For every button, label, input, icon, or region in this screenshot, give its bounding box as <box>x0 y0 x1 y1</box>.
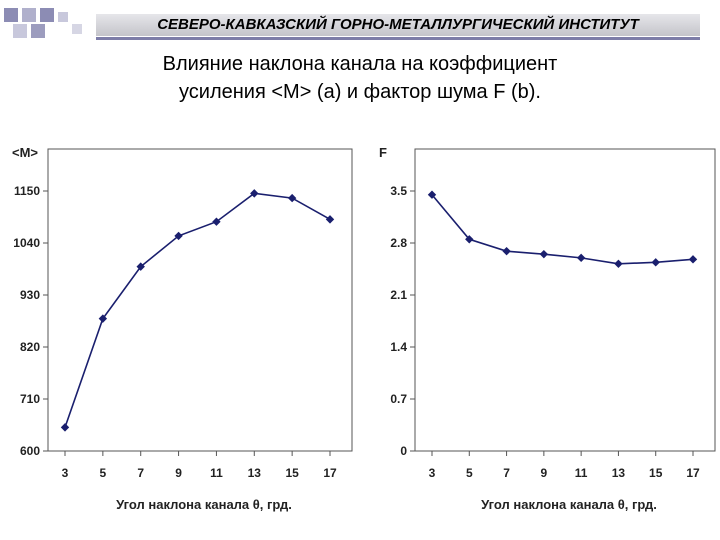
data-point-a-17 <box>325 215 335 224</box>
x-tick-label-b: 5 <box>466 466 473 480</box>
data-point-a-9 <box>174 231 183 241</box>
x-axis-label-b: Угол наклона канала θ, грд. <box>481 497 657 512</box>
series-line-b <box>431 194 694 265</box>
data-point-b-15 <box>651 258 660 267</box>
data-point-b-13 <box>614 259 623 268</box>
x-tick-label-b: 7 <box>503 466 510 480</box>
x-tick-label-a: 11 <box>210 466 223 480</box>
y-tick-label-a: 710 <box>20 392 40 406</box>
data-point-a-5 <box>98 314 108 323</box>
y-tick-label-a: 930 <box>20 288 40 302</box>
x-tick-label-a: 15 <box>285 466 299 480</box>
x-tick-label-a: 17 <box>323 466 337 480</box>
x-tick-label-b: 17 <box>686 466 700 480</box>
slide-title: Влияние наклона канала на коэффициент ус… <box>0 50 720 106</box>
x-axis-label-a: Угол наклона канала θ, грд. <box>116 497 292 512</box>
y-axis-label-b: F <box>379 145 387 160</box>
x-tick-label-a: 13 <box>248 466 262 480</box>
x-tick-label-a: 9 <box>175 466 182 480</box>
data-point-b-11 <box>576 253 586 263</box>
data-point-b-5 <box>465 235 474 244</box>
y-tick-label-b: 1.4 <box>390 340 407 354</box>
y-tick-label-b: 0.7 <box>390 392 407 406</box>
data-point-b-7 <box>502 246 511 256</box>
data-point-a-7 <box>136 262 145 271</box>
x-tick-label-b: 3 <box>429 466 436 480</box>
y-axis-label-a: <M> <box>12 145 38 160</box>
x-tick-label-b: 9 <box>541 466 548 480</box>
plot-frame-a <box>47 148 353 452</box>
x-tick-label-a: 5 <box>100 466 107 480</box>
y-tick-label-a: 1040 <box>13 236 40 250</box>
decorative-squares <box>4 8 82 38</box>
data-point-a-11 <box>212 217 221 226</box>
x-tick-label-a: 3 <box>62 466 69 480</box>
slide-title-line-2: усиления <M> (a) и фактор шума F (b). <box>179 81 541 103</box>
data-point-a-15 <box>287 193 297 203</box>
plot-frame-b <box>414 148 716 452</box>
y-tick-label-b: 0 <box>400 444 407 458</box>
data-point-a-3 <box>60 423 70 432</box>
y-tick-label-b: 2.8 <box>390 236 407 250</box>
y-tick-label-b: 3.5 <box>390 184 407 198</box>
x-tick-label-a: 7 <box>137 466 144 480</box>
slide-title-line-1: Влияние наклона канала на коэффициент <box>162 53 558 75</box>
series-line-a <box>64 192 331 428</box>
x-tick-label-b: 15 <box>649 466 663 480</box>
data-point-b-3 <box>427 190 437 199</box>
header-bar <box>96 14 700 36</box>
x-tick-label-b: 13 <box>612 466 626 480</box>
y-tick-label-a: 820 <box>20 340 40 354</box>
data-point-a-13 <box>250 189 259 198</box>
institute-name: СЕВЕРО-КАВКАЗСКИЙ ГОРНО-МЕТАЛЛУРГИЧЕСКИЙ… <box>157 16 639 33</box>
y-tick-label-a: 1150 <box>14 184 40 198</box>
y-tick-label-a: 600 <box>20 444 40 458</box>
header-band: СЕВЕРО-КАВКАЗСКИЙ ГОРНО-МЕТАЛЛУРГИЧЕСКИЙ… <box>0 8 720 40</box>
y-tick-label-b: 2.1 <box>390 288 407 302</box>
x-tick-label-b: 11 <box>575 466 588 480</box>
header-rule <box>96 37 700 40</box>
data-point-b-9 <box>539 249 549 259</box>
data-point-b-17 <box>688 255 698 264</box>
